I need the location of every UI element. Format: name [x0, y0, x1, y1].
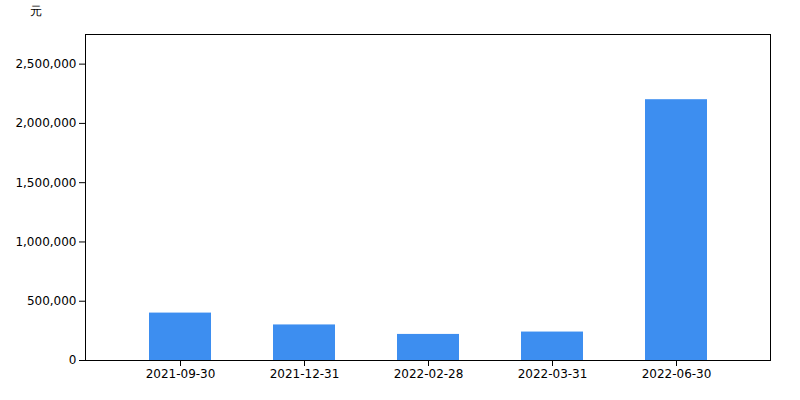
svg-text:0: 0: [69, 353, 77, 367]
svg-text:1,500,000: 1,500,000: [15, 176, 76, 190]
svg-text:500,000: 500,000: [27, 294, 77, 308]
html-text:元: 元: [30, 4, 42, 18]
svg-text:2021-09-30: 2021-09-30: [146, 367, 216, 381]
svg-text:2,000,000: 2,000,000: [15, 116, 76, 130]
svg-text:2021-12-31: 2021-12-31: [270, 367, 340, 381]
svg-text:2022-02-28: 2022-02-28: [394, 367, 464, 381]
svg-text:2022-03-31: 2022-03-31: [518, 367, 588, 381]
svg-text:2,500,000: 2,500,000: [15, 57, 76, 71]
svg-text:1,000,000: 1,000,000: [15, 235, 76, 249]
svg-text:2022-06-30: 2022-06-30: [642, 367, 712, 381]
